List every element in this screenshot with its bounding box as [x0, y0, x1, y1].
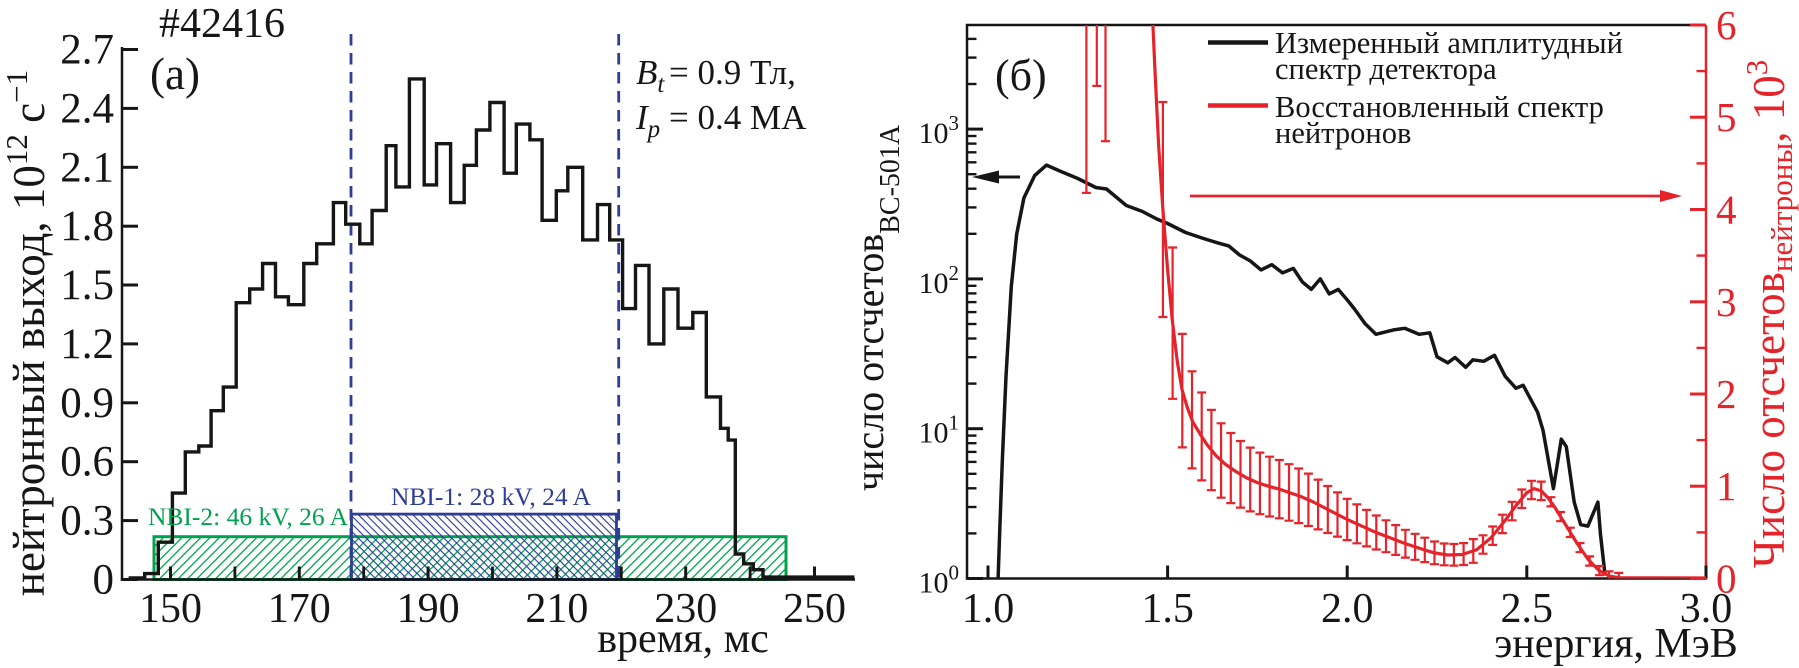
svg-text:1: 1: [1716, 463, 1737, 509]
svg-text:NBI-2: 46 kV, 26 A: NBI-2: 46 kV, 26 A: [148, 502, 349, 531]
svg-text:(б): (б): [995, 51, 1047, 100]
svg-text:2.5: 2.5: [1501, 586, 1554, 632]
svg-text:170: 170: [268, 586, 331, 632]
svg-text:Число отсчетовнейтроны, 103: Число отсчетовнейтроны, 103: [1739, 60, 1799, 568]
svg-text:2.7: 2.7: [60, 27, 114, 74]
svg-text:190: 190: [397, 586, 460, 632]
svg-text:210: 210: [525, 586, 588, 632]
svg-text:1.5: 1.5: [1141, 586, 1194, 632]
svg-text:150: 150: [139, 586, 202, 632]
svg-text:2: 2: [1716, 371, 1737, 417]
svg-text:#42416: #42416: [159, 1, 285, 47]
svg-text:230: 230: [654, 586, 717, 632]
svg-text:102: 102: [919, 261, 960, 300]
svg-text:0.6: 0.6: [60, 439, 114, 486]
svg-text:250: 250: [783, 586, 846, 632]
svg-text:1.0: 1.0: [962, 586, 1015, 632]
svg-text:NBI-1: 28 kV, 24 A: NBI-1: 28 kV, 24 A: [391, 482, 592, 511]
svg-text:2.0: 2.0: [1321, 586, 1374, 632]
svg-text:4: 4: [1716, 187, 1737, 233]
svg-text:0: 0: [1716, 556, 1737, 602]
svg-text:5: 5: [1716, 94, 1737, 140]
svg-text:2.4: 2.4: [60, 85, 114, 132]
svg-text:3.0: 3.0: [1680, 586, 1733, 632]
svg-text:1.5: 1.5: [60, 262, 114, 309]
svg-text:энергия, МэВ: энергия, МэВ: [1494, 621, 1738, 667]
svg-text:(а): (а): [150, 49, 200, 99]
svg-text:1.2: 1.2: [60, 321, 114, 368]
svg-text:спектр детектора: спектр детектора: [1275, 52, 1497, 86]
svg-text:0.9: 0.9: [60, 380, 114, 427]
svg-text:1.8: 1.8: [60, 203, 114, 250]
svg-text:0.3: 0.3: [60, 498, 114, 545]
svg-text:Измеренный амплитудный: Измеренный амплитудный: [1275, 26, 1623, 60]
svg-text:Bt= 0.9 Тл,: Bt = 0.9 Тл,: [636, 53, 796, 98]
svg-text:2.1: 2.1: [60, 144, 114, 191]
svg-text:время, мс: время, мс: [597, 616, 769, 662]
svg-text:Восстановленный спектр: Восстановленный спектр: [1275, 90, 1604, 124]
svg-text:0: 0: [93, 557, 115, 604]
svg-text:6: 6: [1716, 2, 1737, 48]
svg-text:3: 3: [1716, 279, 1737, 325]
svg-text:Ip= 0.4 МА: Ip = 0.4 МА: [635, 98, 807, 143]
svg-text:нейтронов: нейтронов: [1275, 116, 1411, 150]
